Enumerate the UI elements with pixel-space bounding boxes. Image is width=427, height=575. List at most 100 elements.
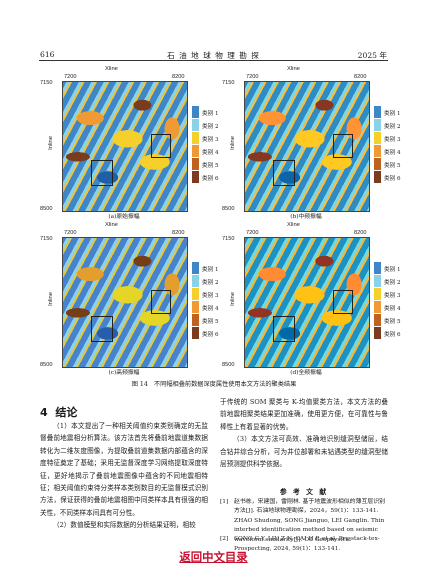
paragraph: （1）本文提出了一种相关阈值约束类别确定的无监督叠前地震相分析算法。该方法首先将… — [40, 422, 208, 517]
legend-label: 类别 5 — [202, 163, 219, 169]
legend-label: 类别 2 — [202, 124, 219, 130]
legend-swatch — [192, 314, 199, 326]
legend-label: 类别 4 — [384, 150, 401, 156]
legend-label: 类别 5 — [202, 319, 219, 325]
panel-caption: (b)中频振幅 — [290, 214, 322, 220]
legend-swatch — [374, 275, 381, 287]
x-axis-title: Xline — [287, 66, 300, 72]
right-column: 于传统的 SOM 聚类与 K-均值聚类方法，本文方法的叠前地震相聚类结果更加准确… — [220, 396, 388, 470]
page-number: 616 — [40, 50, 55, 59]
y-axis-title: Inline — [229, 292, 236, 306]
legend-label: 类别 6 — [202, 332, 219, 338]
legend-label: 类别 2 — [384, 124, 401, 130]
legend-label: 类别 5 — [384, 319, 401, 325]
legend-swatch — [192, 158, 199, 170]
legend-label: 类别 1 — [384, 111, 401, 117]
y-tick-end: 8500 — [40, 206, 53, 212]
section-heading: 4 结论 — [40, 404, 77, 420]
legend-label: 类别 1 — [202, 267, 219, 273]
x-tick-end: 8200 — [172, 74, 185, 80]
legend-swatch — [192, 275, 199, 287]
legend-label: 类别 4 — [384, 306, 401, 312]
y-axis-title: Inline — [47, 136, 54, 150]
legend-label: 类别 6 — [384, 176, 401, 182]
legend-swatch — [192, 106, 199, 118]
x-axis-title: Xline — [287, 222, 300, 228]
legend-label: 类别 4 — [202, 306, 219, 312]
journal-title: 石 油 地 球 物 理 勘 探 — [167, 51, 260, 60]
y-tick-end: 8500 — [222, 206, 235, 212]
x-tick-start: 7200 — [246, 230, 259, 236]
legend-label: 类别 2 — [384, 280, 401, 286]
x-tick-start: 7200 — [64, 74, 77, 80]
highlight-box — [91, 160, 113, 186]
cluster-map — [244, 81, 370, 212]
x-tick-end: 8200 — [354, 230, 367, 236]
legend-swatch — [192, 327, 199, 339]
legend-label: 类别 1 — [202, 111, 219, 117]
y-tick-start: 7150 — [40, 80, 53, 86]
legend-label: 类别 4 — [202, 150, 219, 156]
legend-swatch — [374, 327, 381, 339]
legend-swatch — [192, 132, 199, 144]
legend-label: 类别 3 — [202, 293, 219, 299]
y-tick-start: 7150 — [40, 236, 53, 242]
legend-swatch — [374, 314, 381, 326]
legend-swatch — [374, 288, 381, 300]
legend-swatch — [192, 171, 199, 183]
highlight-box — [151, 290, 171, 314]
y-tick-start: 7150 — [222, 236, 235, 242]
legend-swatch — [192, 262, 199, 274]
reference-text: SONG C Y, LIU Z N, CAI H P, et al. Pre-s… — [234, 536, 380, 542]
legend-swatch — [374, 262, 381, 274]
reference-text: 赵书栋，宋建国，雷刚林. 基于地震波形相似的薄互层识别方法[J]. 石油地球物理… — [234, 499, 386, 553]
legend-label: 类别 3 — [384, 293, 401, 299]
legend-swatch — [192, 288, 199, 300]
references-heading: 参 考 文 献 — [279, 488, 329, 496]
left-column: （1）本文提出了一种相关阈值约束类别确定的无监督叠前地震相分析算法。该方法首先将… — [40, 420, 208, 532]
legend-label: 类别 3 — [202, 137, 219, 143]
y-axis-title: Inline — [47, 292, 54, 306]
x-tick-start: 7200 — [246, 74, 259, 80]
reference-number: [1] — [220, 499, 229, 505]
page-header: 616 石 油 地 球 物 理 勘 探 2025 年 — [0, 0, 427, 62]
paragraph: 于传统的 SOM 聚类与 K-均值聚类方法，本文方法的叠前地震相聚类结果更加准确… — [220, 398, 388, 431]
highlight-box — [333, 290, 353, 314]
figure-caption: 图 14 不同幅相叠前数据深度属性使用本文方法的聚类结果 — [131, 381, 297, 388]
x-axis-title: Xline — [105, 66, 118, 72]
y-tick-end: 8500 — [222, 362, 235, 368]
x-tick-end: 8200 — [172, 230, 185, 236]
publication-year: 2025 年 — [357, 51, 387, 60]
legend-swatch — [192, 119, 199, 131]
legend-swatch — [374, 145, 381, 157]
legend-swatch — [374, 171, 381, 183]
highlight-box — [273, 316, 295, 342]
reference-item: [2] SONG C Y, LIU Z N, CAI H P, et al. P… — [220, 535, 388, 544]
highlight-box — [151, 134, 171, 158]
section-title: 结论 — [55, 406, 78, 419]
header-rule — [39, 60, 388, 61]
paragraph: （2）数值模型和实际数据的分析结果证明，相较 — [53, 521, 196, 530]
cluster-map — [244, 237, 370, 368]
legend-swatch — [374, 119, 381, 131]
panel-caption: (a)原始振幅 — [108, 214, 140, 220]
reference-number: [2] — [220, 536, 229, 542]
legend-swatch — [192, 145, 199, 157]
legend-label: 类别 1 — [384, 267, 401, 273]
highlight-box — [333, 134, 353, 158]
legend-swatch — [374, 158, 381, 170]
paragraph: （3）本文方法可高效、准确地识别缝洞型储层，结合钻井综合分析，可为井位部署和未钻… — [220, 435, 388, 469]
y-axis-title: Inline — [229, 136, 236, 150]
panel-caption: (c)高频振幅 — [108, 370, 140, 376]
legend-swatch — [374, 301, 381, 313]
back-to-contents-link[interactable]: 返回中文目录 — [179, 550, 248, 564]
legend-label: 类别 3 — [384, 137, 401, 143]
y-tick-start: 7150 — [222, 80, 235, 86]
legend-label: 类别 6 — [384, 332, 401, 338]
legend-label: 类别 2 — [202, 280, 219, 286]
cluster-map — [62, 237, 188, 368]
section-number: 4 — [40, 406, 48, 419]
highlight-box — [273, 160, 295, 186]
legend-swatch — [192, 301, 199, 313]
x-tick-start: 7200 — [64, 230, 77, 236]
